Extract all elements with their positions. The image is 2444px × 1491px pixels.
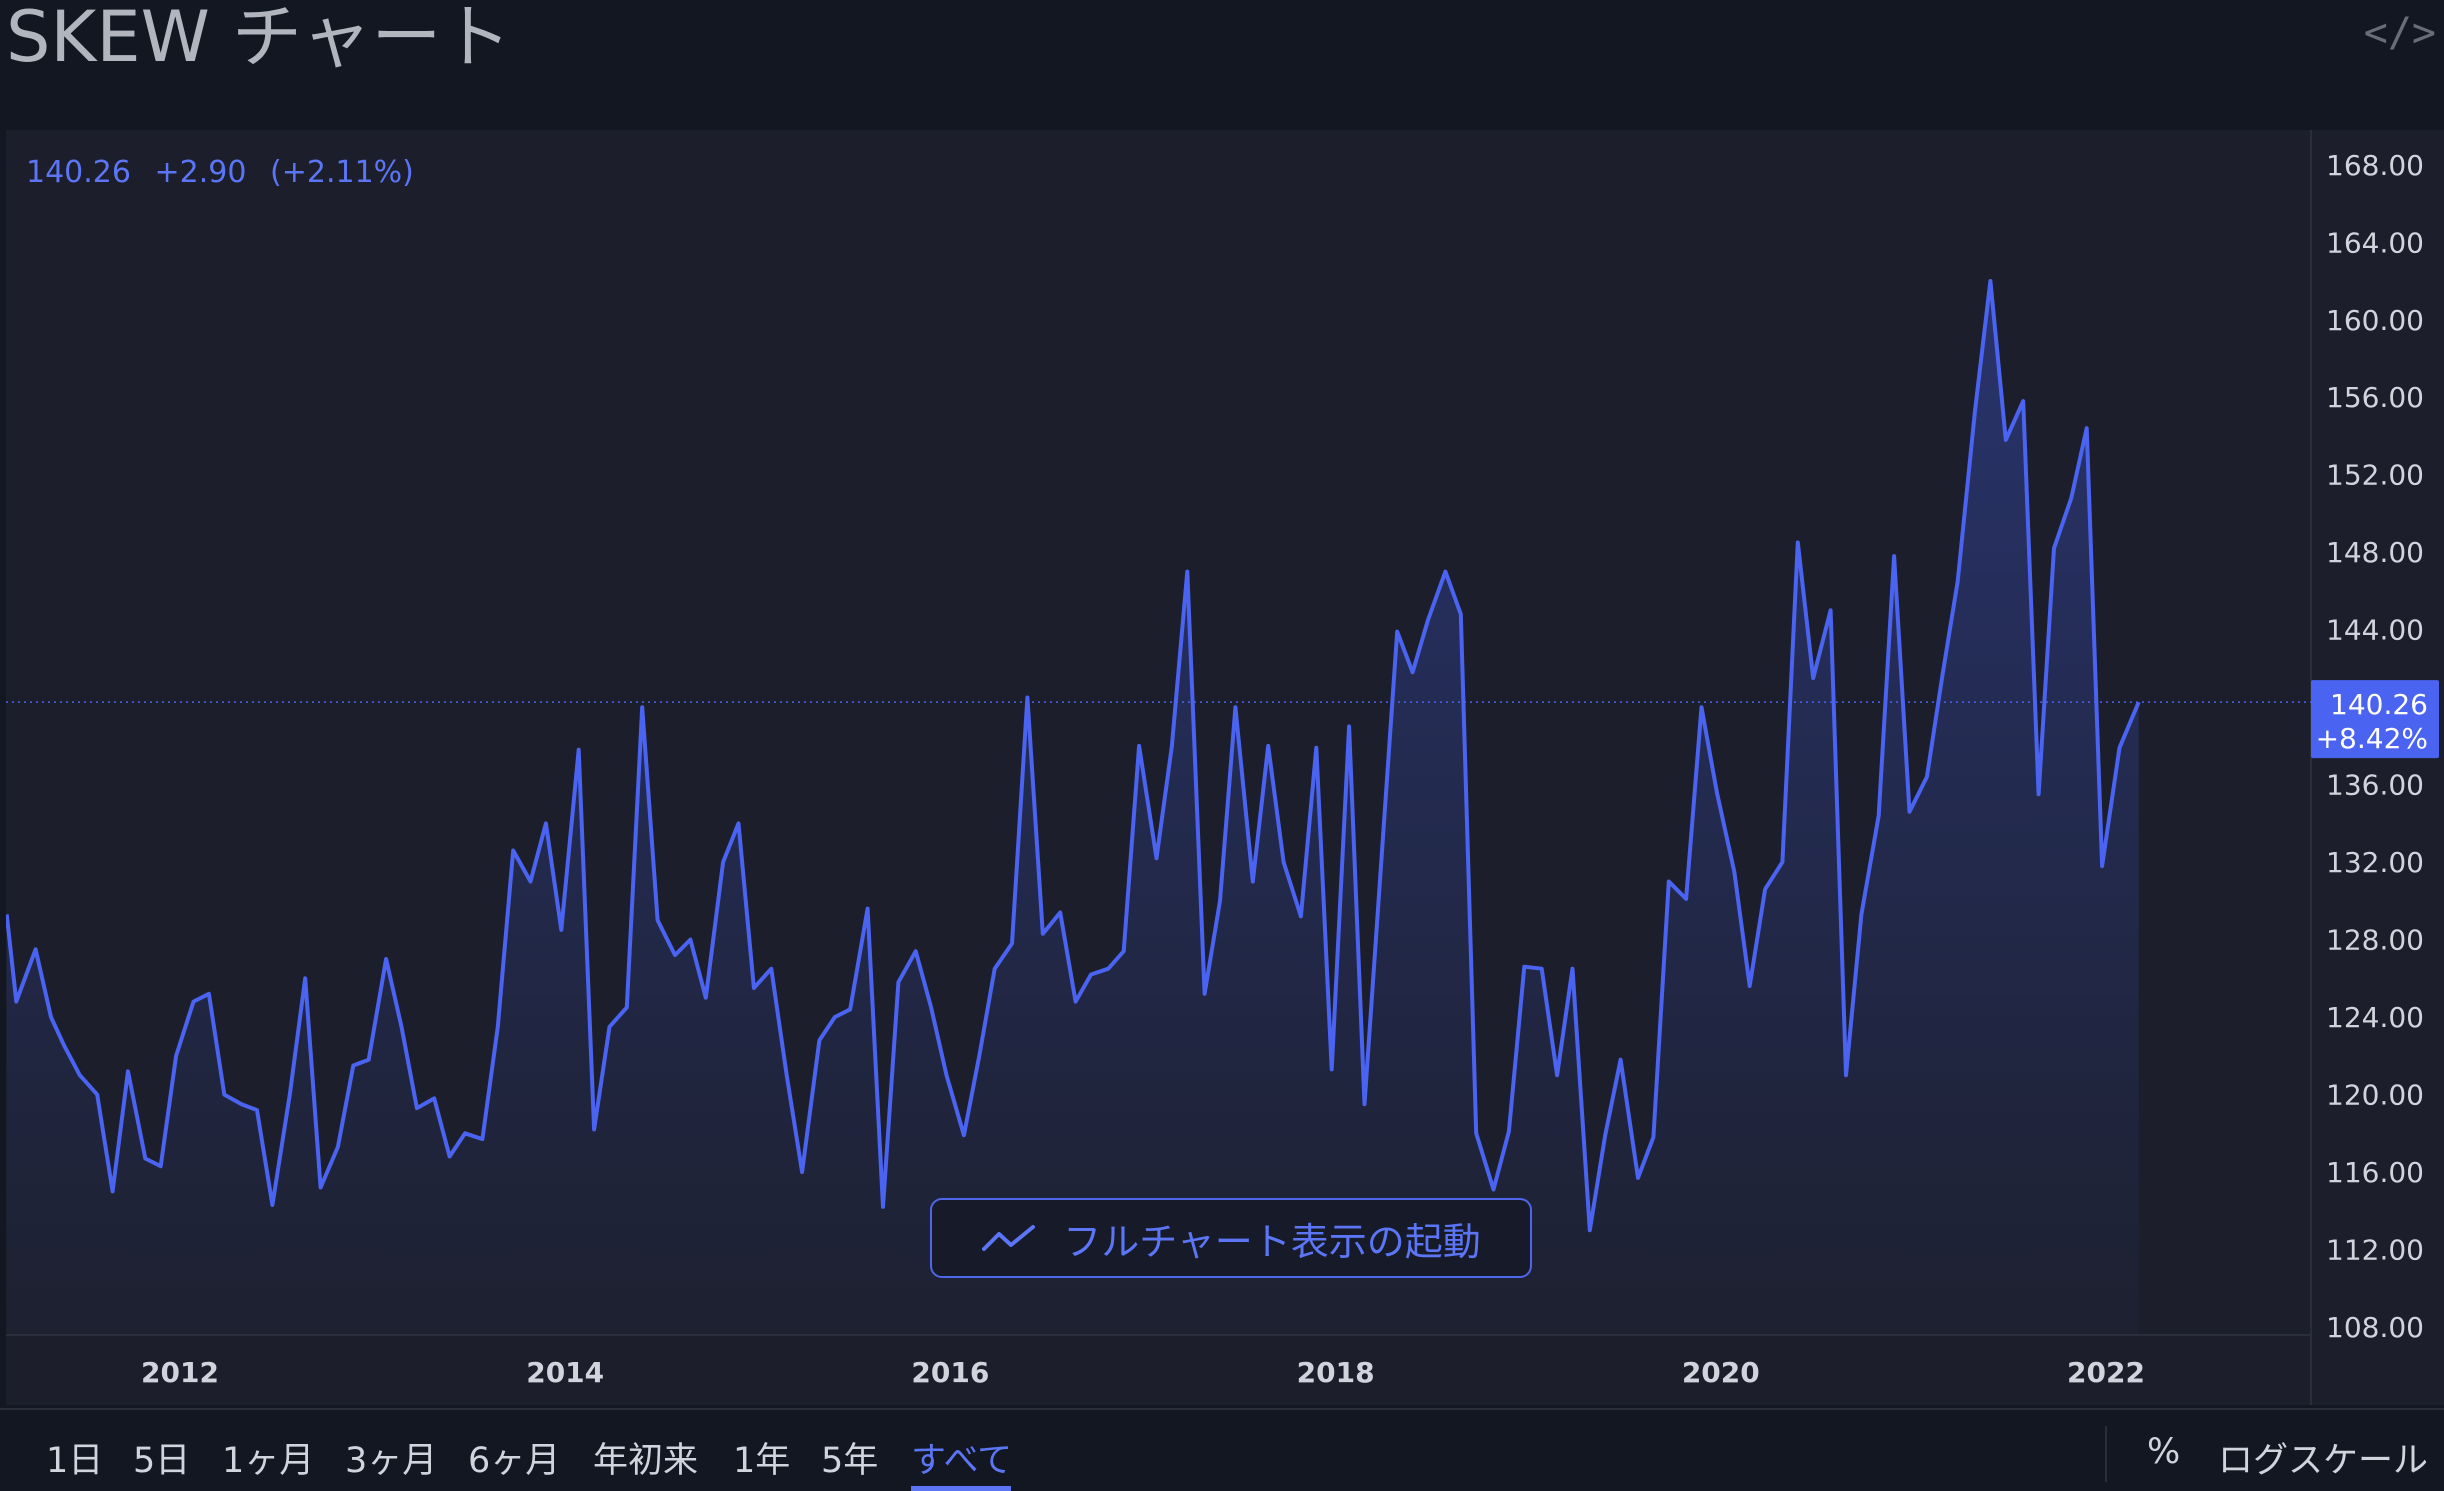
y-tick-label: 136.00: [2326, 769, 2424, 802]
y-tick-label: 160.00: [2326, 304, 2424, 337]
range-1d[interactable]: 1日: [46, 1432, 103, 1483]
y-tick-label: 152.00: [2326, 459, 2424, 492]
x-tick-label: 2020: [1682, 1356, 1760, 1389]
y-tick-label: 132.00: [2326, 846, 2424, 879]
y-tick-label: 164.00: [2326, 226, 2424, 259]
price-legend: 140.26 +2.90 (+2.11%): [26, 155, 428, 190]
x-tick-label: 2018: [1297, 1356, 1375, 1389]
launch-full-chart-label: フルチャート表示の起動: [1063, 1211, 1481, 1266]
range-3m[interactable]: 3ヶ月: [345, 1432, 437, 1483]
y-tick-label: 116.00: [2326, 1156, 2424, 1189]
y-tick-label: 144.00: [2326, 614, 2424, 647]
range-ytd[interactable]: 年初来: [593, 1432, 698, 1483]
line-chart-icon: [981, 1223, 1037, 1253]
last-price-badge: 140.26+8.42%: [2311, 680, 2439, 758]
y-tick-label: 148.00: [2326, 536, 2424, 569]
toolbar-divider: [2105, 1426, 2107, 1482]
x-tick-label: 2012: [141, 1356, 219, 1389]
launch-full-chart-button[interactable]: フルチャート表示の起動: [930, 1198, 1532, 1278]
x-tick-label: 2016: [911, 1356, 989, 1389]
percent-scale-button[interactable]: %: [2147, 1432, 2180, 1472]
x-tick-label: 2014: [526, 1356, 604, 1389]
chart-title: SKEW チャート: [6, 0, 511, 82]
y-tick-label: 156.00: [2326, 381, 2424, 414]
y-tick-label: 124.00: [2326, 1001, 2424, 1034]
range-5d[interactable]: 5日: [133, 1432, 190, 1483]
x-tick-label: 2022: [2067, 1356, 2145, 1389]
last-price-badge-percent: +8.42%: [2316, 722, 2428, 755]
range-toolbar: 1日 5日 1ヶ月 3ヶ月 6ヶ月 年初来 1年 5年 すべて % ログスケール: [0, 1408, 2444, 1491]
y-tick-label: 120.00: [2326, 1079, 2424, 1112]
range-1m[interactable]: 1ヶ月: [222, 1432, 314, 1483]
last-price-badge-value: 140.26: [2330, 688, 2428, 721]
y-tick-label: 112.00: [2326, 1234, 2424, 1267]
log-scale-button[interactable]: ログスケール: [2218, 1432, 2428, 1483]
y-tick-label: 128.00: [2326, 924, 2424, 957]
range-1y[interactable]: 1年: [733, 1432, 790, 1483]
range-5y[interactable]: 5年: [821, 1432, 878, 1483]
y-tick-label: 108.00: [2326, 1311, 2424, 1344]
price-change-percent: (+2.11%): [270, 155, 414, 190]
y-tick-label: 168.00: [2326, 149, 2424, 182]
last-price: 140.26: [26, 155, 131, 190]
range-6m[interactable]: 6ヶ月: [468, 1432, 560, 1483]
code-embed-icon[interactable]: </>: [2364, 10, 2436, 56]
range-all[interactable]: すべて: [911, 1432, 1012, 1483]
price-change: +2.90: [155, 155, 247, 190]
